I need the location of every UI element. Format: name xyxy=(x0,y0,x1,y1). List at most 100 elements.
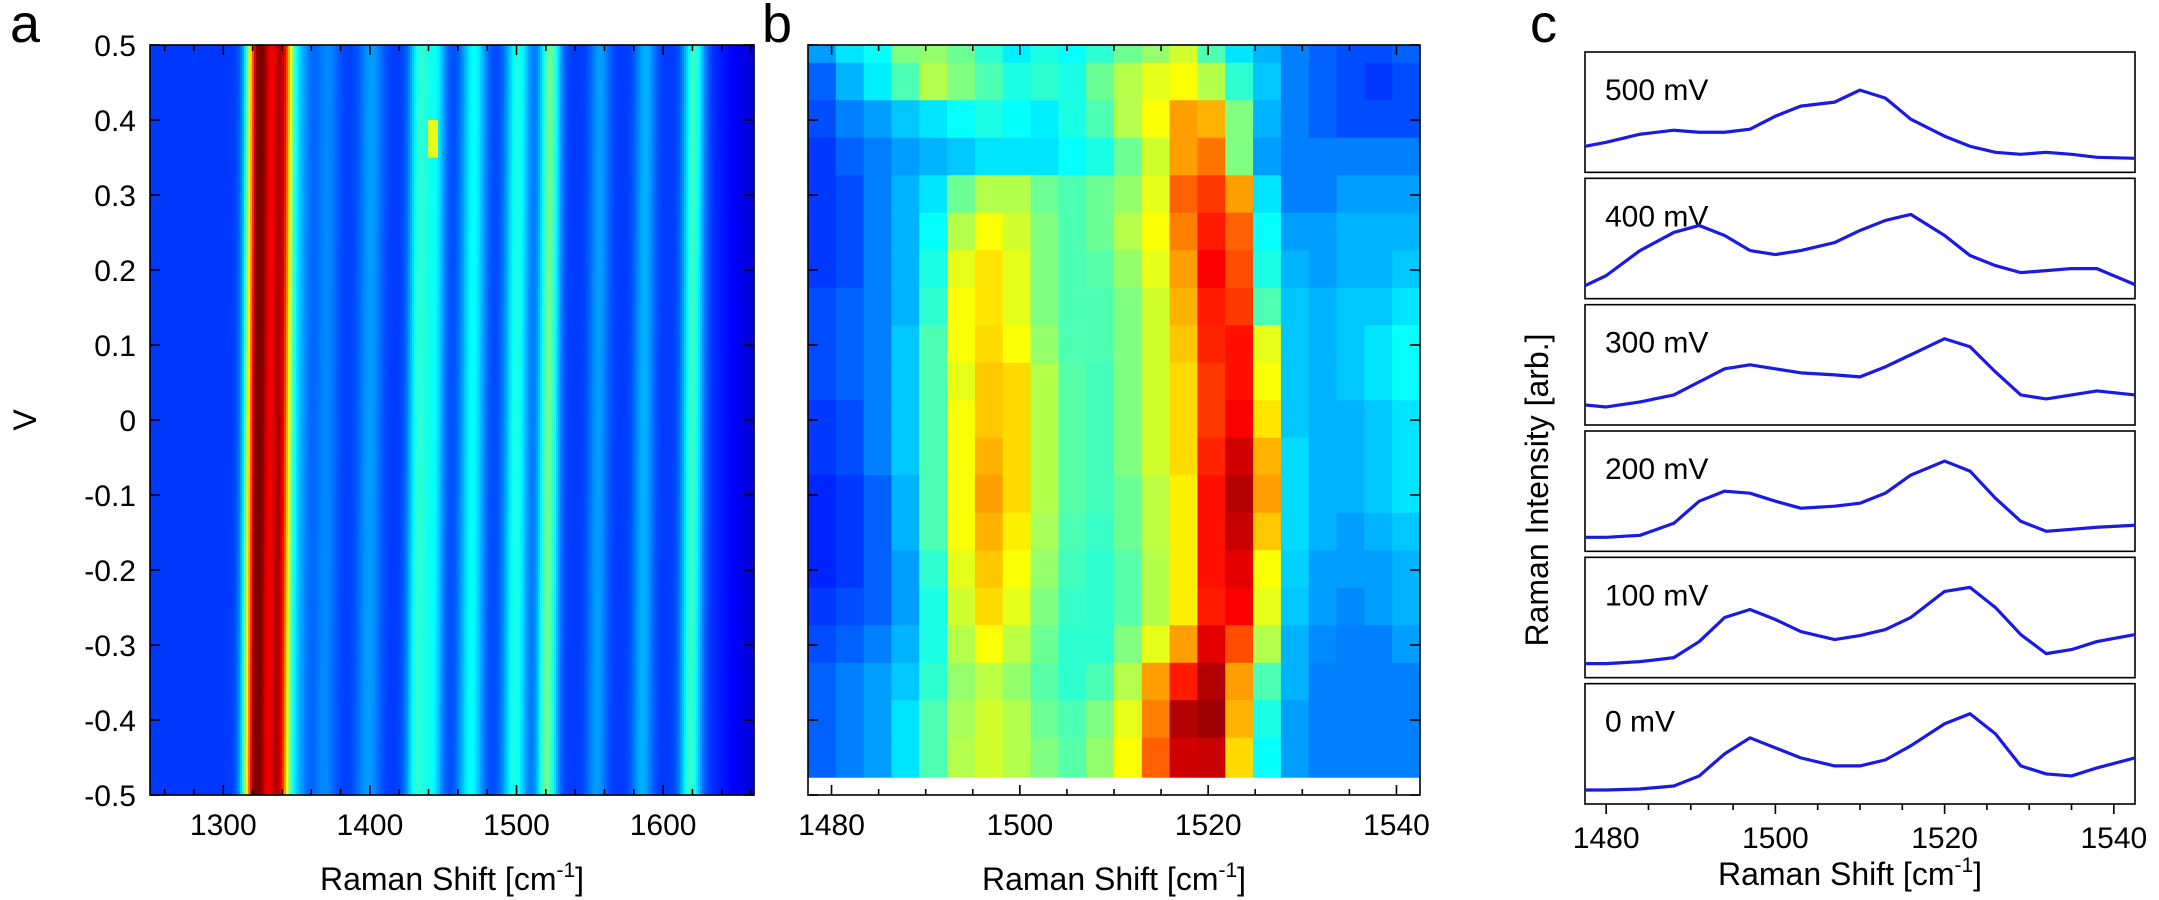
heatmap-a-cell xyxy=(332,45,335,65)
heatmap-a-cell xyxy=(510,63,513,84)
heatmap-a-cell xyxy=(466,45,469,65)
heatmap-a-cell xyxy=(524,45,527,65)
heatmap-a-cell xyxy=(610,63,613,84)
heatmap-a-cell xyxy=(748,45,751,65)
heatmap-a-cell xyxy=(362,63,365,84)
heatmap-a-cell xyxy=(544,63,547,84)
heatmap-a-cell xyxy=(474,45,477,65)
heatmap-a-cell xyxy=(398,45,401,65)
heatmap-a-cell xyxy=(560,82,563,102)
heatmap-a-cell xyxy=(270,82,273,102)
heatmap-a-cell xyxy=(392,101,395,121)
heatmap-a-cell xyxy=(596,101,599,121)
heatmap-a-cell xyxy=(654,63,657,84)
heatmap-a-cell xyxy=(346,45,349,65)
heatmap-a-cell xyxy=(208,82,211,102)
heatmap-a-cell xyxy=(204,63,207,84)
heatmap-a-cell xyxy=(556,63,559,84)
heatmap-a-cell xyxy=(706,63,709,84)
heatmap-a-cell xyxy=(546,82,549,102)
heatmap-a-cell xyxy=(474,82,477,102)
heatmap-a-cell xyxy=(494,82,497,102)
heatmap-a-cell xyxy=(336,82,339,102)
heatmap-a-cell xyxy=(408,45,411,65)
heatmap-a-cell xyxy=(358,63,361,84)
heatmap-a-cell xyxy=(256,101,259,121)
heatmap-a-cell xyxy=(468,101,471,121)
heatmap-a-cell xyxy=(536,101,539,121)
heatmap-a-cell xyxy=(356,82,359,102)
heatmap-a-cell xyxy=(344,63,347,84)
heatmap-a-cell xyxy=(292,45,295,65)
heatmap-a-cell xyxy=(336,101,339,121)
heatmap-a-cell xyxy=(672,63,675,84)
heatmap-a-cell xyxy=(410,63,413,84)
heatmap-a-cell xyxy=(350,45,353,65)
heatmap-a-cell xyxy=(488,63,491,84)
heatmap-a-cell xyxy=(520,82,523,102)
heatmap-a-cell xyxy=(278,82,281,102)
heatmap-a-cell xyxy=(378,82,381,102)
heatmap-a-cell xyxy=(376,101,379,121)
heatmap-a-cell xyxy=(472,101,475,121)
heatmap-a-cell xyxy=(236,101,239,121)
heatmap-a-cell xyxy=(416,101,419,121)
heatmap-a-cell xyxy=(488,45,491,65)
heatmap-a-cell xyxy=(234,101,237,121)
heatmap-a-cell xyxy=(398,82,401,102)
heatmap-a-cell xyxy=(594,101,597,121)
heatmap-a-cell xyxy=(492,63,495,84)
heatmap-a-cell xyxy=(730,63,733,84)
heatmap-a-cell xyxy=(722,82,725,102)
heatmap-a-cell xyxy=(276,45,279,65)
heatmap-a-cell xyxy=(340,63,343,84)
heatmap-a-cell xyxy=(256,45,259,65)
heatmap-a-cell xyxy=(268,82,271,102)
heatmap-a-cell xyxy=(508,63,511,84)
heatmap-a-cell xyxy=(512,63,515,84)
heatmap-a-cell xyxy=(456,45,459,65)
heatmap-a-cell xyxy=(494,45,497,65)
heatmap-a-cell xyxy=(388,63,391,84)
heatmap-a-cell xyxy=(432,101,435,121)
heatmap-a-cell xyxy=(198,101,201,121)
heatmap-a-cell xyxy=(616,63,619,84)
heatmap-a-cell xyxy=(256,82,259,102)
heatmap-a-cell xyxy=(222,101,225,121)
heatmap-a-cell xyxy=(448,45,451,65)
heatmap-a-cell xyxy=(408,82,411,102)
heatmap-a-cell xyxy=(216,63,219,84)
heatmap-a-cell xyxy=(328,101,331,121)
heatmap-a-cell xyxy=(732,63,735,84)
heatmap-a-cell xyxy=(676,45,679,65)
heatmap-a-cell xyxy=(194,101,197,121)
heatmap-a-cell xyxy=(638,101,641,121)
heatmap-a-cell xyxy=(378,45,381,65)
heatmap-a-cell xyxy=(412,63,415,84)
heatmap-a-cell xyxy=(608,82,611,102)
heatmap-a-cell xyxy=(366,45,369,65)
heatmap-a-cell xyxy=(544,45,547,65)
heatmap-a-cell xyxy=(292,63,295,84)
heatmap-a-cell xyxy=(286,63,289,84)
heatmap-a-cell xyxy=(728,45,731,65)
heatmap-a-cell xyxy=(302,101,305,121)
heatmap-a-cell xyxy=(442,45,445,65)
heatmap-a-cell xyxy=(578,82,581,102)
heatmap-a-cell xyxy=(570,82,573,102)
heatmap-a-cell xyxy=(544,101,547,121)
heatmap-a-cell xyxy=(572,63,575,84)
heatmap-a-cell xyxy=(468,82,471,102)
heatmap-a-cell xyxy=(460,63,463,84)
heatmap-a-cell xyxy=(724,45,727,65)
heatmap-a-cell xyxy=(170,101,173,121)
heatmap-a-cell xyxy=(704,82,707,102)
heatmap-a-cell xyxy=(232,63,235,84)
heatmap-a-cell xyxy=(750,63,753,84)
heatmap-a-cell xyxy=(416,82,419,102)
heatmap-a-cell xyxy=(530,82,533,102)
heatmap-a-cell xyxy=(442,101,445,121)
heatmap-a-cell xyxy=(460,45,463,65)
heatmap-a-cell xyxy=(268,63,271,84)
heatmap-a-cell xyxy=(382,101,385,121)
